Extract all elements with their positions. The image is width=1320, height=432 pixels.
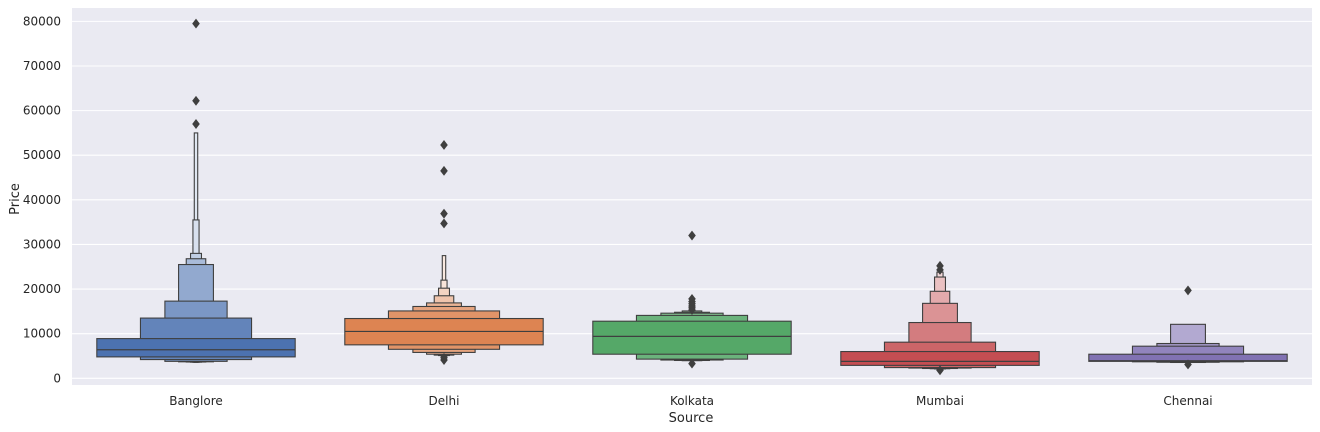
outlier-point	[688, 293, 696, 304]
x-tick-label: Mumbai	[916, 394, 964, 408]
y-tick-label: 0	[53, 371, 61, 385]
outlier-point	[440, 352, 448, 363]
outlier-point	[1184, 359, 1192, 370]
y-tick-label: 80000	[23, 14, 61, 28]
outlier-point	[192, 119, 200, 129]
y-axis-label: Price	[8, 183, 23, 215]
outlier-point	[936, 260, 944, 271]
boxen-group	[1088, 285, 1288, 370]
outlier-point	[192, 18, 200, 29]
y-tick-label: 30000	[23, 237, 61, 251]
outlier-point	[688, 358, 696, 369]
y-tick-labels: 0 10000 20000 30000 40000 50000 60000 70000 8000…	[23, 14, 61, 385]
outlier-point	[440, 140, 448, 150]
x-tick-label: Kolkata	[670, 394, 714, 408]
y-tick-label: 20000	[23, 282, 61, 296]
y-tick-label: 70000	[23, 59, 61, 73]
outlier-point	[192, 95, 200, 106]
boxen-group	[344, 140, 544, 365]
boxen-series	[96, 18, 1288, 376]
outlier-point	[440, 218, 448, 229]
boxen-level	[96, 338, 296, 358]
y-tick-label: 60000	[23, 104, 61, 118]
outlier-point	[1184, 285, 1192, 296]
outlier-point	[688, 230, 696, 241]
x-tick-label: Banglore	[169, 394, 223, 408]
y-tick-label: 40000	[23, 193, 61, 207]
outlier-point	[936, 365, 944, 376]
x-tick-labels: Banglore Delhi Kolkata Mumbai Chennai	[169, 394, 1212, 408]
y-tick-label: 50000	[23, 148, 61, 162]
x-axis-label: Source	[669, 411, 714, 426]
x-tick-label: Delhi	[429, 394, 460, 408]
boxen-level	[592, 320, 792, 355]
boxen-group	[840, 260, 1040, 376]
y-tick-label: 10000	[23, 327, 61, 341]
boxen-group	[96, 18, 296, 363]
outlier-point	[440, 208, 448, 219]
x-tick-label: Chennai	[1163, 394, 1212, 408]
grid-lines	[72, 20, 1312, 379]
boxen-level	[840, 350, 1040, 366]
boxen-group	[592, 230, 792, 369]
outlier-point	[440, 165, 448, 176]
